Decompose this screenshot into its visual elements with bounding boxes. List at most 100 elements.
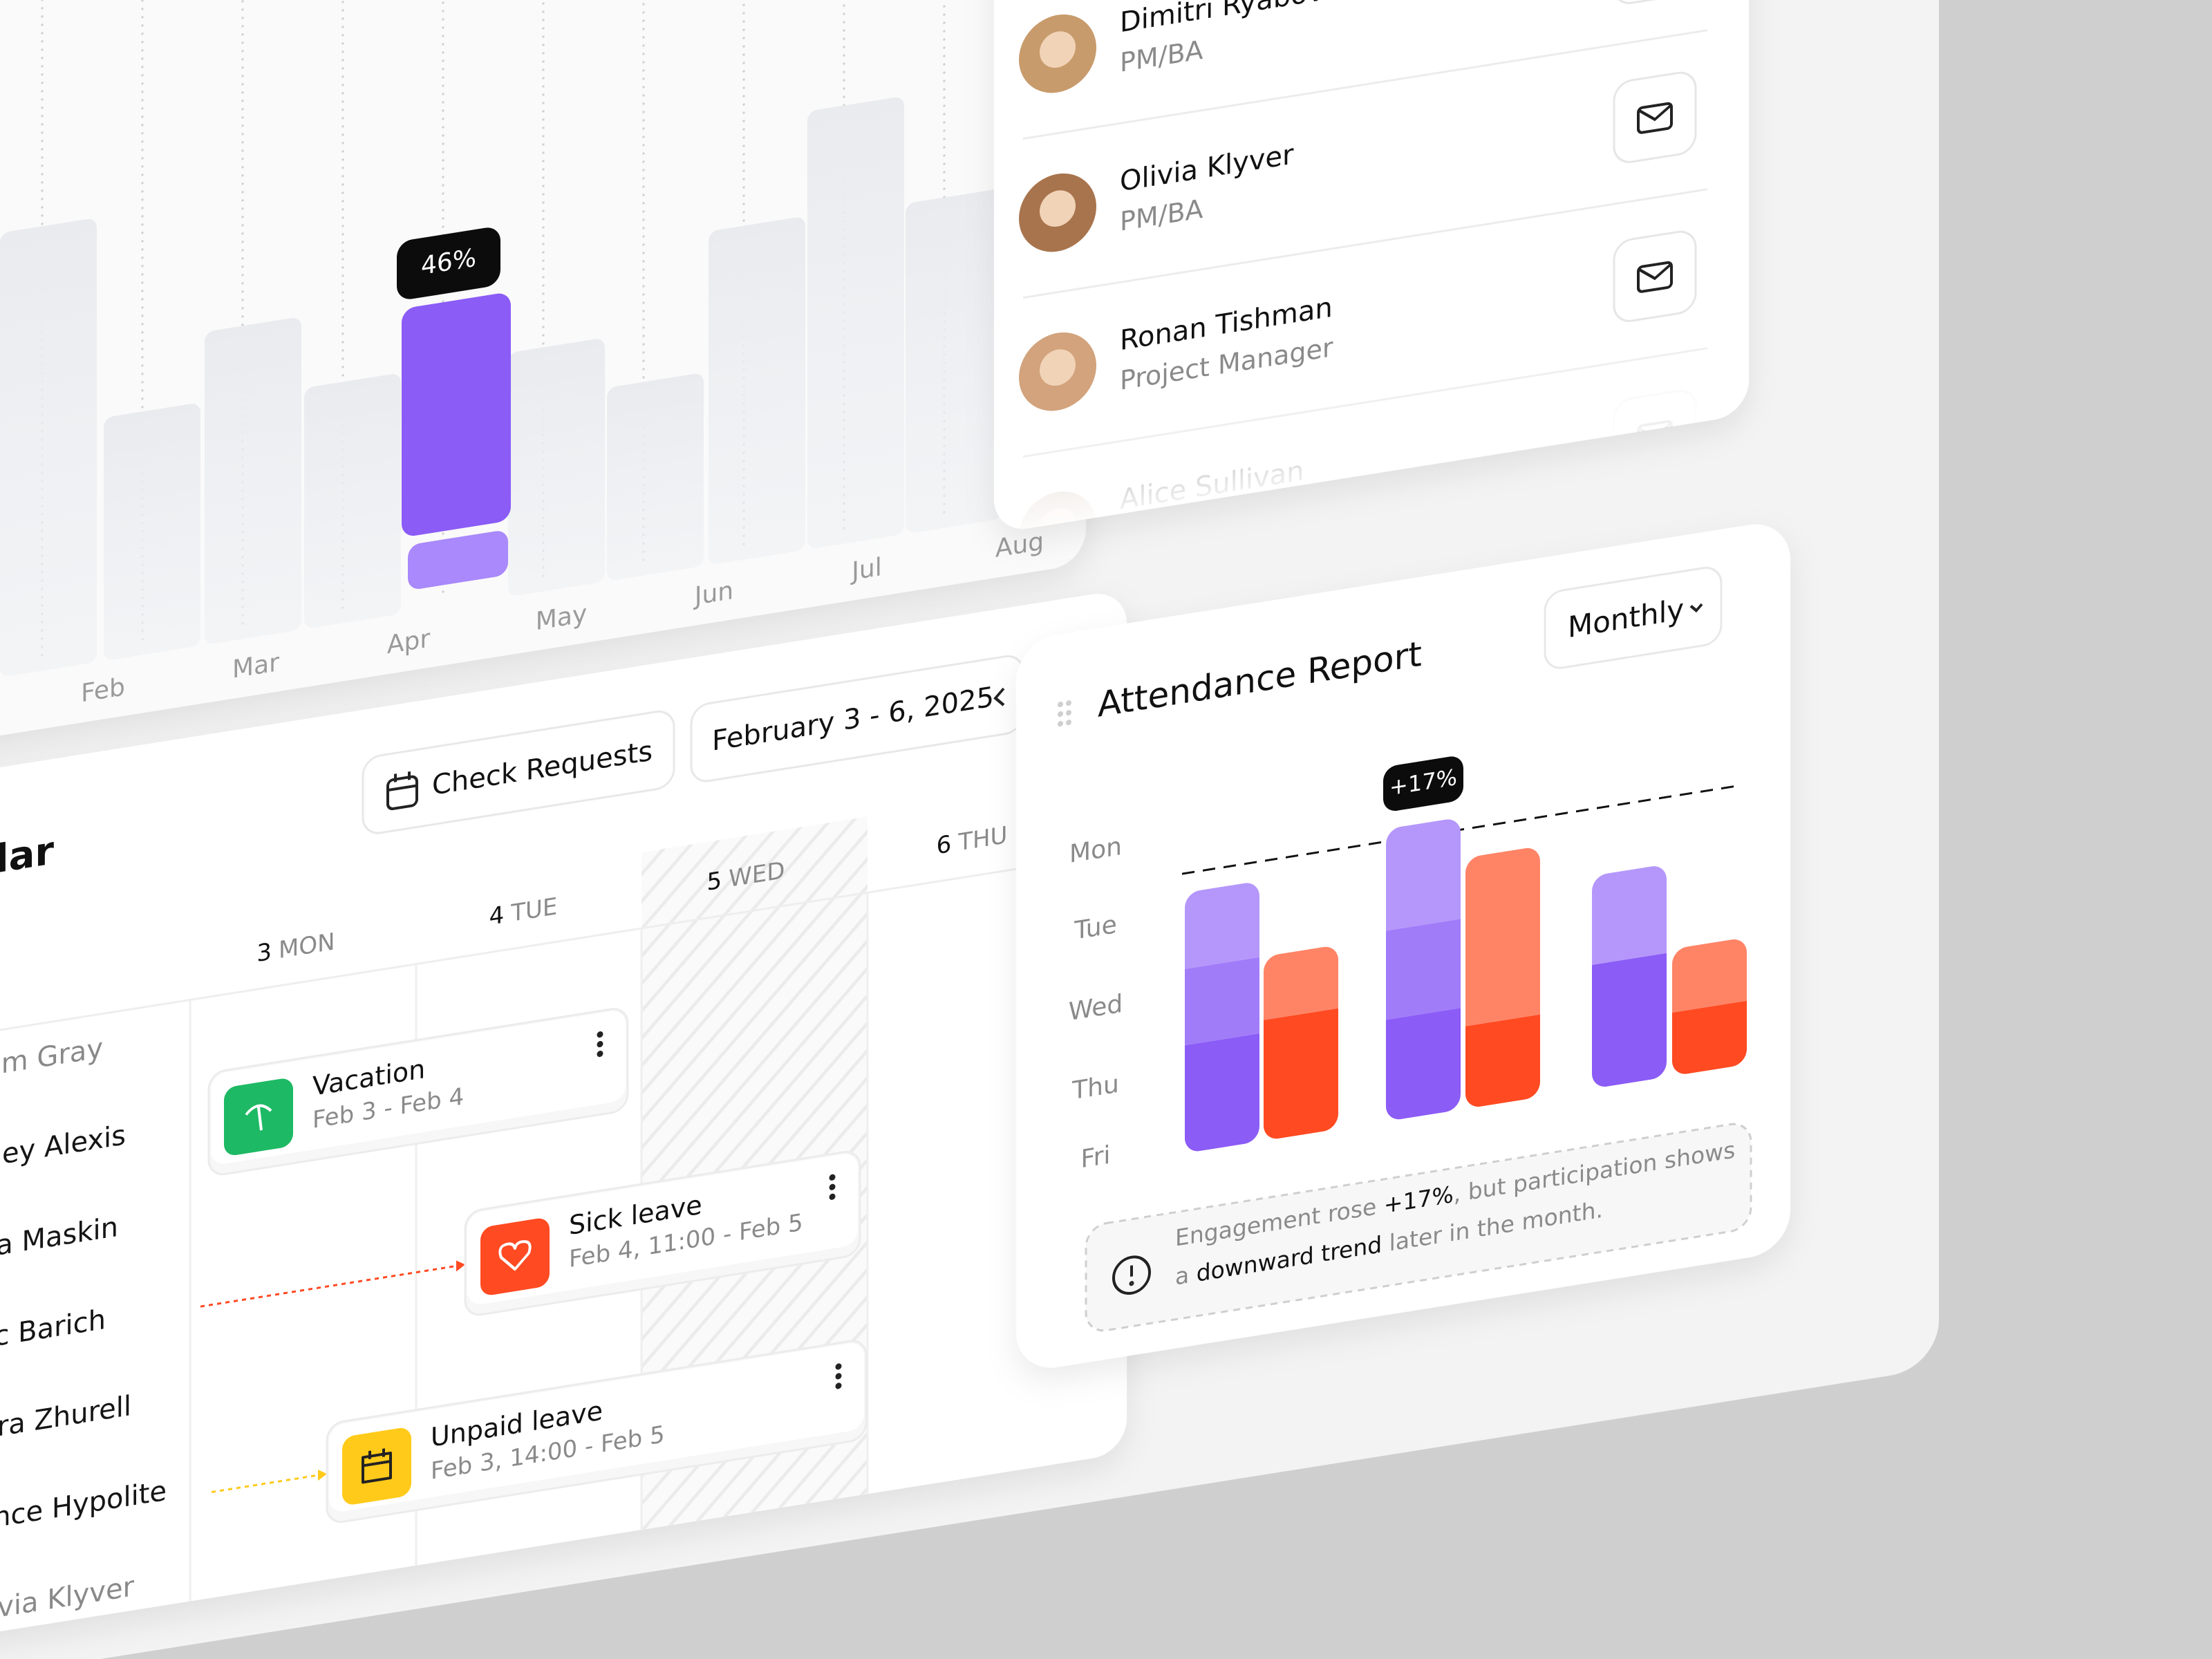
event-menu-dot[interactable] — [835, 1363, 842, 1370]
event-menu-dot[interactable] — [597, 1040, 603, 1048]
day-number: 6 — [937, 830, 952, 860]
event-top[interactable] — [329, 1341, 864, 1514]
day-header: 3 MON — [256, 928, 335, 968]
event-top[interactable] — [211, 1009, 626, 1166]
event-glyph — [498, 1240, 532, 1271]
mail-icon[interactable] — [1638, 104, 1671, 122]
event-menu-dot[interactable] — [829, 1183, 836, 1190]
avatar-face — [1040, 31, 1076, 68]
divider — [1023, 188, 1707, 299]
month-label: Jul — [850, 552, 881, 586]
connector-arrow — [456, 1260, 465, 1272]
button[interactable] — [362, 709, 675, 836]
divider — [1023, 29, 1707, 140]
event-menu-dot[interactable] — [829, 1174, 836, 1181]
calendar-card: Calendar Check Requests February 3 - 6, … — [0, 594, 1127, 1638]
background-bar — [709, 217, 805, 564]
bar-segment — [1592, 953, 1667, 1089]
background-bar — [508, 339, 605, 596]
day-number: 4 — [489, 901, 505, 930]
avatar-face — [1040, 349, 1076, 386]
check-requests-button[interactable]: Check Requests — [362, 709, 675, 836]
mail-button[interactable] — [1613, 229, 1697, 324]
event-glyph — [245, 1104, 272, 1131]
bar-segment — [1386, 817, 1461, 931]
month-label: Jun — [693, 575, 733, 611]
bar-segment — [1185, 957, 1259, 1046]
dropdown[interactable] — [1544, 565, 1723, 671]
button[interactable] — [1613, 229, 1697, 324]
stacked-bar — [1465, 845, 1540, 1109]
event-menu-dot[interactable] — [597, 1031, 603, 1038]
background-bar — [807, 97, 904, 548]
stacked-bar — [1592, 863, 1667, 1089]
alert-icon — [1112, 1255, 1151, 1295]
stacked-bar — [1386, 817, 1461, 1122]
stacked-bar — [1185, 881, 1259, 1154]
event-icon — [480, 1218, 550, 1295]
mail-button[interactable] — [1613, 70, 1697, 165]
avatar-face — [1040, 190, 1076, 227]
stacked-bar — [1264, 944, 1338, 1141]
prev-chevron[interactable] — [993, 687, 1005, 706]
bar-segment — [1672, 937, 1747, 1013]
month-label: Feb — [81, 672, 125, 709]
fade — [994, 317, 1749, 534]
event-menu-dot[interactable] — [597, 1050, 603, 1058]
mail-icon[interactable] — [1637, 261, 1673, 293]
day-number: 3 — [256, 937, 272, 967]
mail-icon[interactable] — [1637, 102, 1673, 134]
tooltip — [397, 227, 500, 299]
event-menu-dot[interactable] — [829, 1193, 836, 1200]
insight-box — [1085, 1123, 1752, 1332]
event-glyph — [362, 1448, 392, 1484]
background-bar — [304, 374, 401, 628]
attendance-card: Attendance Report Monthly Engagement ros… — [1016, 524, 1790, 1368]
bar-segment — [1465, 1014, 1540, 1109]
background-bar — [906, 189, 1002, 533]
connector-arrow — [318, 1470, 327, 1481]
event-top[interactable] — [467, 1152, 858, 1306]
bar-segment — [1264, 1008, 1338, 1141]
stacked-bar — [1672, 937, 1747, 1076]
bar-segment — [1185, 881, 1259, 969]
calendar-icon — [386, 771, 418, 811]
day-header: 4 TUE — [489, 892, 558, 930]
background-bar — [205, 317, 301, 644]
insight-part: a — [1175, 1260, 1197, 1291]
bar-segment — [1264, 944, 1338, 1020]
highlight-bar-base — [408, 531, 508, 589]
dropdown-chevron[interactable] — [1689, 603, 1703, 613]
button[interactable] — [1613, 70, 1697, 165]
divider — [0, 850, 1127, 1042]
bar-segment — [1185, 1033, 1259, 1154]
bar-segment — [1672, 1000, 1747, 1076]
background-bar — [607, 373, 704, 580]
event-menu-dot[interactable] — [835, 1382, 842, 1389]
card — [994, 0, 1749, 529]
connector — [200, 1264, 456, 1308]
bar-segment — [1386, 919, 1461, 1020]
tooltip — [1383, 756, 1463, 811]
highlight-bar — [402, 293, 511, 536]
attendance-bars — [1185, 817, 1747, 1154]
day-number: 5 — [707, 866, 722, 896]
calendar: Calendar Check Requests February 3 - 6, … — [0, 655, 1127, 1630]
event-menu-dot[interactable] — [835, 1373, 842, 1380]
month-label: Apr — [387, 624, 430, 660]
background-bar — [104, 404, 200, 660]
drag-handle — [1058, 700, 1071, 727]
bar-segment — [1386, 1008, 1461, 1122]
background-bar — [0, 218, 97, 676]
period-dropdown[interactable]: Monthly — [1544, 565, 1723, 671]
mail-icon[interactable] — [1638, 263, 1671, 281]
connector — [212, 1474, 318, 1494]
